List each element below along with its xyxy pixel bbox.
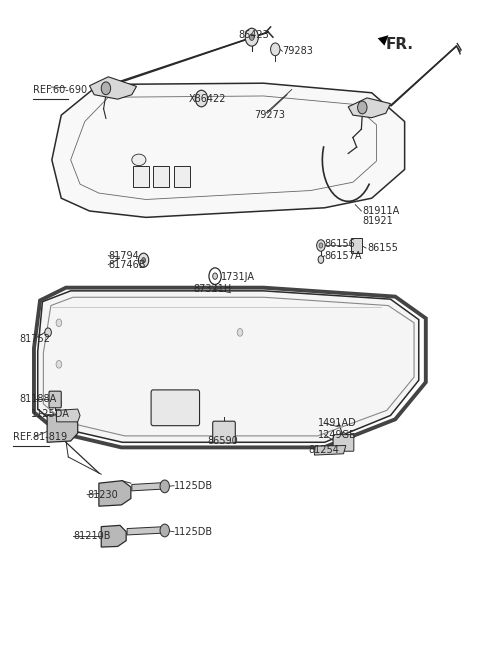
Polygon shape xyxy=(348,98,391,118)
FancyBboxPatch shape xyxy=(133,166,149,186)
Circle shape xyxy=(271,43,280,55)
Text: 1125DB: 1125DB xyxy=(174,527,213,537)
Circle shape xyxy=(56,319,62,327)
Text: 81254: 81254 xyxy=(308,445,339,455)
Polygon shape xyxy=(101,526,126,547)
Polygon shape xyxy=(57,409,80,422)
Text: 87321H: 87321H xyxy=(193,284,231,294)
Text: X86422: X86422 xyxy=(188,94,226,104)
FancyBboxPatch shape xyxy=(154,166,169,186)
Circle shape xyxy=(318,256,324,263)
Text: FR.: FR. xyxy=(386,37,414,52)
Circle shape xyxy=(358,101,367,114)
Text: 81230: 81230 xyxy=(87,490,118,499)
FancyBboxPatch shape xyxy=(351,239,362,252)
Circle shape xyxy=(45,328,51,337)
Ellipse shape xyxy=(132,154,146,166)
Polygon shape xyxy=(99,481,131,506)
Polygon shape xyxy=(127,527,166,535)
Circle shape xyxy=(317,240,325,251)
Circle shape xyxy=(340,433,347,441)
Circle shape xyxy=(160,524,169,537)
Text: 86155: 86155 xyxy=(367,243,398,253)
Text: 79283: 79283 xyxy=(282,46,313,56)
Polygon shape xyxy=(89,77,136,99)
FancyBboxPatch shape xyxy=(213,421,235,443)
Circle shape xyxy=(142,258,145,263)
Polygon shape xyxy=(52,83,405,217)
FancyBboxPatch shape xyxy=(174,166,190,186)
Circle shape xyxy=(250,34,254,40)
Circle shape xyxy=(213,273,217,279)
Text: REF.81-819: REF.81-819 xyxy=(13,432,67,442)
FancyBboxPatch shape xyxy=(333,435,354,451)
Text: 79273: 79273 xyxy=(254,110,285,120)
Circle shape xyxy=(56,399,62,406)
Polygon shape xyxy=(314,445,346,455)
Text: 86157A: 86157A xyxy=(324,251,362,261)
Text: 81921: 81921 xyxy=(362,216,393,226)
Polygon shape xyxy=(47,413,78,442)
Text: 1491AD: 1491AD xyxy=(318,418,356,428)
Circle shape xyxy=(160,480,169,493)
Polygon shape xyxy=(132,482,166,491)
Text: 81188A: 81188A xyxy=(19,394,56,404)
Text: 81746B: 81746B xyxy=(108,259,146,270)
Text: REF.60-690: REF.60-690 xyxy=(33,85,87,95)
Circle shape xyxy=(195,90,207,107)
Text: 1249GE: 1249GE xyxy=(318,430,356,439)
Circle shape xyxy=(319,243,323,248)
Circle shape xyxy=(209,268,221,284)
Circle shape xyxy=(237,329,243,336)
Circle shape xyxy=(101,82,110,95)
Text: 1125DA: 1125DA xyxy=(31,409,70,419)
Circle shape xyxy=(138,253,149,267)
Text: 86423: 86423 xyxy=(239,30,269,40)
Text: 81911A: 81911A xyxy=(362,206,399,216)
Text: 1125DB: 1125DB xyxy=(174,481,213,491)
Text: 81752: 81752 xyxy=(19,334,50,344)
Text: 81210B: 81210B xyxy=(73,531,110,541)
Text: 81794: 81794 xyxy=(108,251,139,261)
FancyBboxPatch shape xyxy=(151,390,200,426)
Text: 86590: 86590 xyxy=(207,436,238,446)
Polygon shape xyxy=(38,291,419,442)
Circle shape xyxy=(245,28,258,46)
Text: 86156: 86156 xyxy=(324,239,355,249)
Text: 1731JA: 1731JA xyxy=(221,273,255,282)
FancyBboxPatch shape xyxy=(49,391,61,408)
Circle shape xyxy=(56,361,62,368)
